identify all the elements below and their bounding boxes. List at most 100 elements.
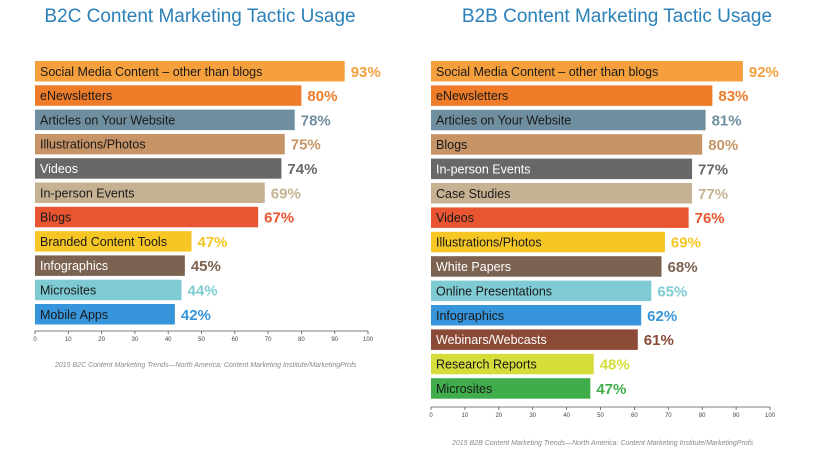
bar — [431, 207, 689, 228]
x-tick-label: 20 — [98, 337, 105, 343]
x-tick-label: 0 — [429, 413, 433, 419]
b2b-chart: B2B Content Marketing Tactic Usage Socia… — [405, 0, 829, 459]
bar-group: Social Media Content – other than blogs 9… — [431, 61, 779, 82]
bar-value-label: 80% — [708, 137, 738, 154]
bar-value-label: 42% — [181, 307, 211, 324]
bar — [431, 85, 713, 106]
x-tick-label: 60 — [231, 337, 238, 343]
bar-value-label: 47% — [198, 234, 228, 251]
bar-value-label: 48% — [600, 357, 630, 374]
bar — [35, 182, 265, 203]
x-tick-label: 80 — [699, 413, 706, 419]
x-tick-label: 60 — [631, 413, 638, 419]
bar-category-label: Articles on Your Website — [40, 113, 175, 127]
bar-group: Branded Content Tools 47% — [35, 231, 228, 252]
x-tick-label: 50 — [198, 337, 205, 343]
x-tick-label: 0 — [33, 337, 37, 343]
bar-value-label: 45% — [191, 258, 221, 275]
bar-group: eNewsletters 83% — [431, 85, 748, 106]
x-tick-label: 10 — [462, 413, 469, 419]
bar-category-label: Webinars/Webcasts — [436, 333, 547, 347]
bar-category-label: Videos — [40, 162, 78, 176]
bar — [431, 134, 703, 155]
bar-group: Infographics 62% — [431, 305, 677, 326]
b2c-source-note: 2015 B2C Content Marketing Trends—North … — [55, 362, 357, 369]
b2c-chart: B2C Content Marketing Tactic Usage Socia… — [0, 0, 400, 459]
x-tick-label: 10 — [65, 337, 72, 343]
bar — [431, 329, 638, 350]
bar-group: Microsites 44% — [35, 279, 218, 301]
bar-group: In-person Events 69% — [35, 182, 301, 203]
bar-value-label: 83% — [718, 88, 748, 105]
bar — [35, 133, 285, 155]
bar-group: Videos 74% — [35, 158, 317, 179]
bar-value-label: 92% — [749, 64, 779, 81]
bar-category-label: Blogs — [436, 138, 467, 152]
bar-value-label: 67% — [264, 210, 294, 227]
bar-value-label: 77% — [698, 186, 728, 203]
bar — [431, 109, 706, 131]
bar-group: Blogs 67% — [35, 206, 294, 228]
bar-group: Social Media Content – other than blogs 9… — [35, 61, 381, 82]
bar-value-label: 80% — [307, 88, 337, 105]
bar — [431, 353, 594, 375]
bar-category-label: eNewsletters — [40, 89, 112, 103]
x-tick-label: 70 — [265, 337, 272, 343]
bar — [431, 378, 591, 399]
bar — [35, 85, 302, 106]
bar-value-label: 65% — [657, 283, 687, 300]
bar-value-label: 61% — [644, 332, 674, 349]
bar-category-label: Videos — [436, 211, 474, 225]
bar-category-label: Social Media Content – other than blogs — [436, 65, 658, 79]
bar-group: Illustrations/Photos 75% — [35, 133, 321, 155]
bar — [35, 109, 295, 131]
bar-category-label: Online Presentations — [436, 284, 552, 298]
bar-group: Infographics 45% — [35, 255, 221, 276]
bar-category-label: Infographics — [40, 259, 108, 273]
bar-category-label: Articles on Your Website — [436, 114, 571, 128]
bar-group: Mobile Apps 42% — [35, 304, 211, 325]
bar-value-label: 47% — [596, 381, 626, 398]
b2c-chart-plot: Social Media Content – other than blogs 9… — [33, 61, 381, 343]
bar-group: Articles on Your Website 78% — [35, 109, 331, 131]
bar — [431, 61, 743, 82]
bar-group: Illustrations/Photos 69% — [431, 231, 701, 253]
bar-category-label: In-person Events — [40, 186, 135, 200]
bar-value-label: 69% — [271, 185, 301, 202]
bar-group: Online Presentations 65% — [431, 280, 687, 302]
bar-category-label: White Papers — [436, 260, 511, 274]
x-tick-label: 30 — [529, 413, 536, 419]
bar-category-label: Blogs — [40, 211, 71, 225]
x-tick-label: 20 — [495, 413, 502, 419]
bar — [35, 231, 192, 252]
bar-value-label: 74% — [287, 161, 317, 178]
bar — [35, 255, 185, 276]
bar-category-label: eNewsletters — [436, 89, 508, 103]
x-tick-label: 80 — [298, 337, 305, 343]
bar — [35, 279, 182, 301]
bar-value-label: 68% — [668, 259, 698, 276]
bar — [431, 305, 642, 326]
bar-category-label: Mobile Apps — [40, 308, 108, 322]
bar-group: Microsites 47% — [431, 378, 626, 399]
bar-value-label: 76% — [695, 210, 725, 227]
bar-category-label: In-person Events — [436, 162, 531, 176]
bar — [431, 256, 662, 277]
bar-value-label: 77% — [698, 161, 728, 178]
bar-category-label: Illustrations/Photos — [436, 236, 542, 250]
bar — [35, 158, 282, 179]
bar — [431, 280, 652, 302]
x-tick-label: 40 — [165, 337, 172, 343]
bar-value-label: 62% — [647, 308, 677, 325]
bar — [35, 61, 345, 82]
bar-group: White Papers 68% — [431, 256, 698, 277]
x-tick-label: 100 — [363, 337, 374, 343]
bar-value-label: 75% — [291, 137, 321, 154]
bar-category-label: Infographics — [436, 309, 504, 323]
x-tick-label: 90 — [733, 413, 740, 419]
bar-category-label: Case Studies — [436, 187, 510, 201]
x-tick-label: 30 — [132, 337, 139, 343]
bar-category-label: Microsites — [40, 283, 96, 297]
bar-group: Videos 76% — [431, 207, 725, 228]
b2c-chart-title: B2C Content Marketing Tactic Usage — [44, 6, 356, 27]
